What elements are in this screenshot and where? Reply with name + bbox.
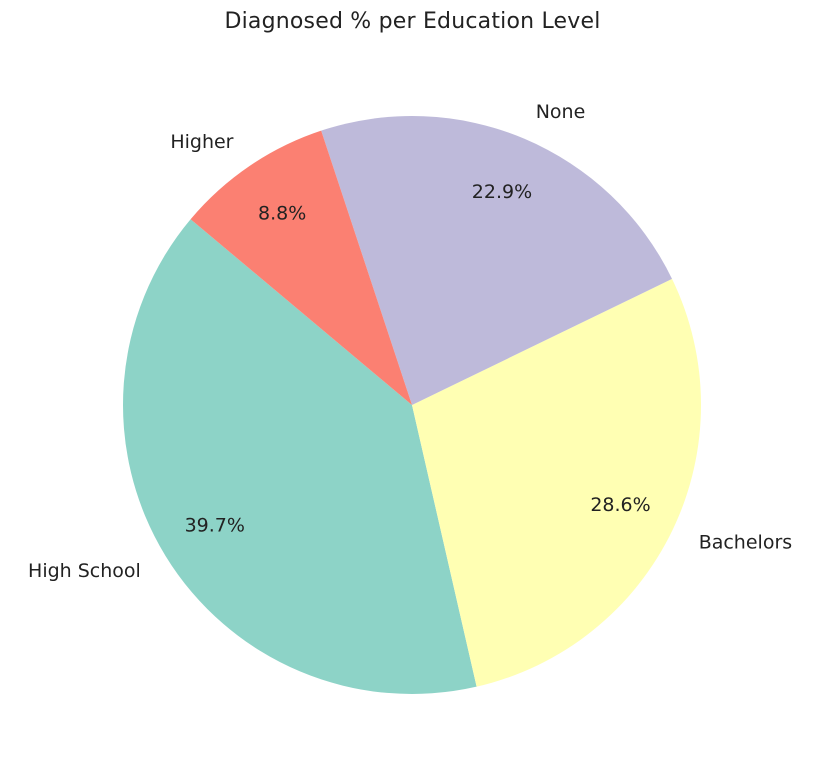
pie-slice-higher xyxy=(190,130,412,405)
pie-slice-high-school xyxy=(122,219,477,695)
percent-labels: 39.7% 28.6% 22.9% 8.8% xyxy=(185,181,651,537)
pie-slice-none xyxy=(321,115,673,405)
category-label-high-school: High School xyxy=(28,560,141,582)
category-label-higher: Higher xyxy=(170,131,233,153)
percent-label-higher: 8.8% xyxy=(258,203,306,225)
percent-label-bachelors: 28.6% xyxy=(590,494,650,516)
pie-slice-bachelors xyxy=(412,278,701,687)
percent-label-none: 22.9% xyxy=(472,181,532,203)
category-labels: High School Bachelors None Higher xyxy=(28,101,792,582)
chart-title: Diagnosed % per Education Level xyxy=(224,9,601,34)
pie-slices xyxy=(122,115,701,695)
percent-label-high-school: 39.7% xyxy=(185,515,245,537)
category-label-none: None xyxy=(536,101,586,123)
category-label-bachelors: Bachelors xyxy=(699,531,792,553)
